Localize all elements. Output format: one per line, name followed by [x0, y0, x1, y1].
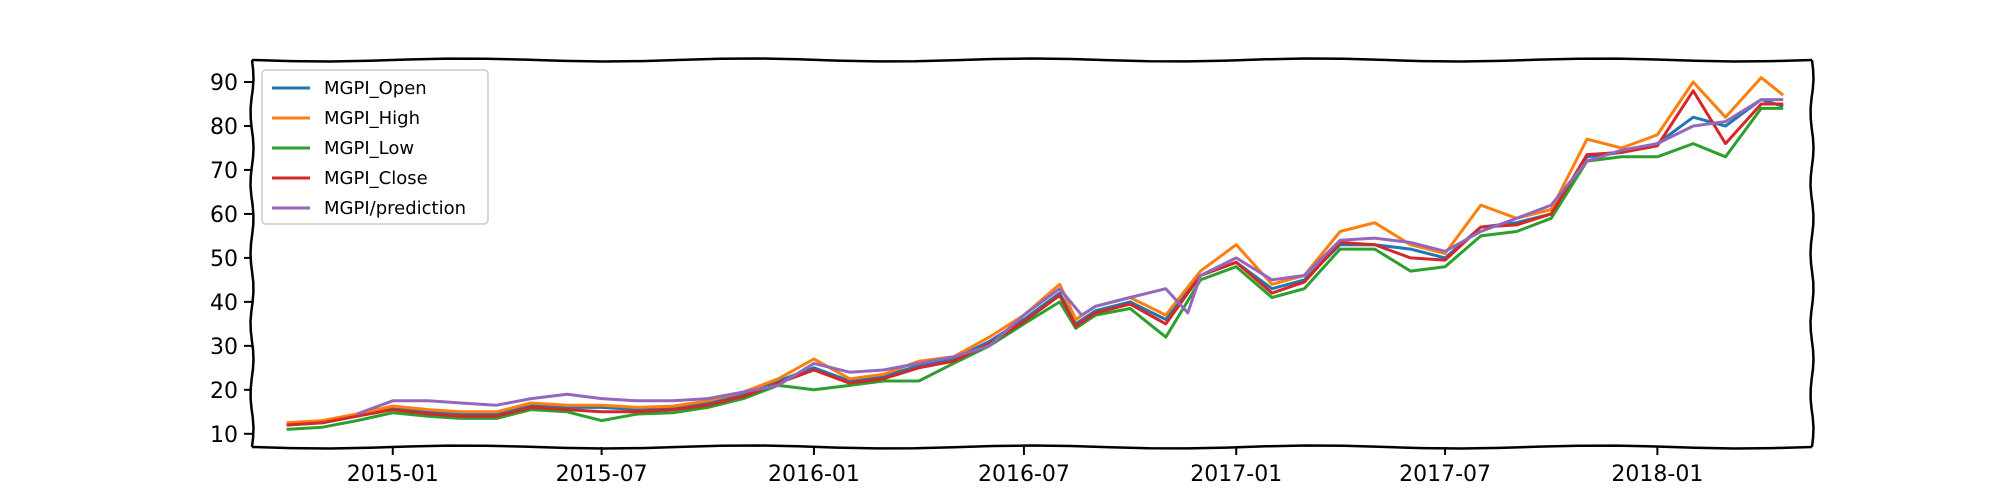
y-tick-label: 70 — [210, 159, 238, 184]
series-line-mgpi-low — [286, 106, 1784, 431]
legend-label: MGPI_Close — [324, 168, 428, 189]
legend-label: MGPI/prediction — [324, 198, 466, 219]
axis-spine-top — [251, 57, 1813, 63]
legend: MGPI_Open MGPI_High MGPI_Low MGPI_Close MGPI… — [261, 69, 489, 225]
series-line-mgpi-high — [286, 76, 1785, 425]
legend-label: MGPI_Open — [324, 78, 427, 99]
y-tick-label: 40 — [210, 291, 238, 316]
legend-label: MGPI_Low — [324, 138, 414, 159]
y-tick-label: 60 — [210, 203, 238, 228]
axis-spine-bottom — [251, 444, 1813, 450]
y-tick-label: 50 — [210, 247, 238, 272]
series-line-mgpi-close — [286, 89, 1784, 427]
y-tick-label: 80 — [210, 115, 238, 140]
axis-spine-left — [249, 59, 255, 448]
y-tick-label: 30 — [210, 335, 238, 360]
series-lines — [286, 76, 1785, 431]
legend-box — [261, 69, 489, 225]
x-tick-label: 2015-07 — [556, 462, 648, 487]
series-line-mgpi-prediction — [356, 98, 1784, 416]
axes-frame — [249, 57, 1815, 450]
x-tick-label: 2017-01 — [1190, 462, 1282, 487]
series-line-mgpi-open — [286, 98, 1784, 427]
axis-spine-right — [1809, 59, 1815, 448]
x-tick-label: 2016-07 — [978, 462, 1070, 487]
y-tick-label: 90 — [210, 71, 238, 96]
x-axis: 2015-01 2015-07 2016-01 2016-07 2017-01 2017-… — [347, 447, 1703, 487]
x-tick-label: 2018-01 — [1611, 462, 1703, 487]
x-tick-label: 2015-01 — [347, 462, 439, 487]
y-axis: 10 20 30 40 50 60 70 80 90 — [210, 71, 252, 448]
x-tick-label: 2016-01 — [768, 462, 860, 487]
legend-label: MGPI_High — [324, 108, 420, 129]
y-tick-label: 20 — [210, 379, 238, 404]
x-tick-label: 2017-07 — [1399, 462, 1491, 487]
y-tick-label: 10 — [210, 423, 238, 448]
